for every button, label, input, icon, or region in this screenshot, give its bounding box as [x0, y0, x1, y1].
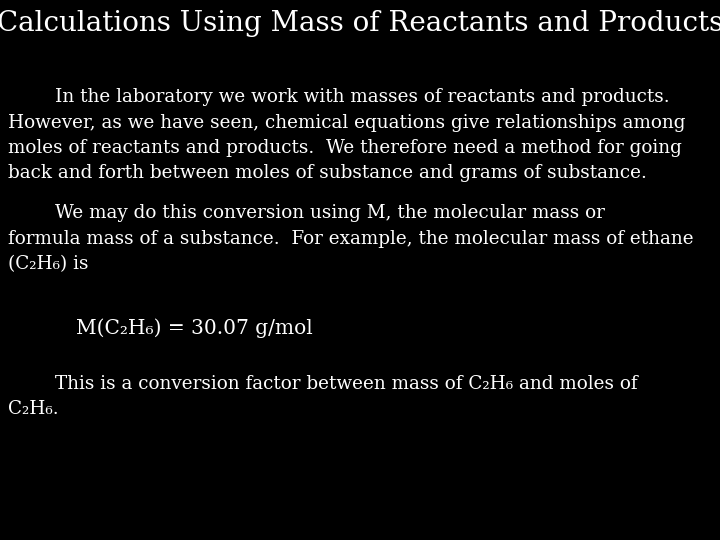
Text: (C₂H₆) is: (C₂H₆) is — [8, 255, 89, 273]
Text: M(C₂H₆) = 30.07 g/mol: M(C₂H₆) = 30.07 g/mol — [76, 319, 312, 338]
Text: C₂H₆.: C₂H₆. — [8, 400, 58, 418]
Text: formula mass of a substance.  For example, the molecular mass of ethane: formula mass of a substance. For example… — [8, 230, 693, 247]
Text: We may do this conversion using M, the molecular mass or: We may do this conversion using M, the m… — [8, 204, 605, 222]
Text: This is a conversion factor between mass of C₂H₆ and moles of: This is a conversion factor between mass… — [8, 375, 638, 393]
Text: Calculations Using Mass of Reactants and Products: Calculations Using Mass of Reactants and… — [0, 10, 720, 37]
Text: In the laboratory we work with masses of reactants and products.: In the laboratory we work with masses of… — [8, 88, 670, 106]
Text: back and forth between moles of substance and grams of substance.: back and forth between moles of substanc… — [8, 165, 647, 183]
Text: moles of reactants and products.  We therefore need a method for going: moles of reactants and products. We ther… — [8, 139, 682, 157]
Text: However, as we have seen, chemical equations give relationships among: However, as we have seen, chemical equat… — [8, 113, 685, 132]
